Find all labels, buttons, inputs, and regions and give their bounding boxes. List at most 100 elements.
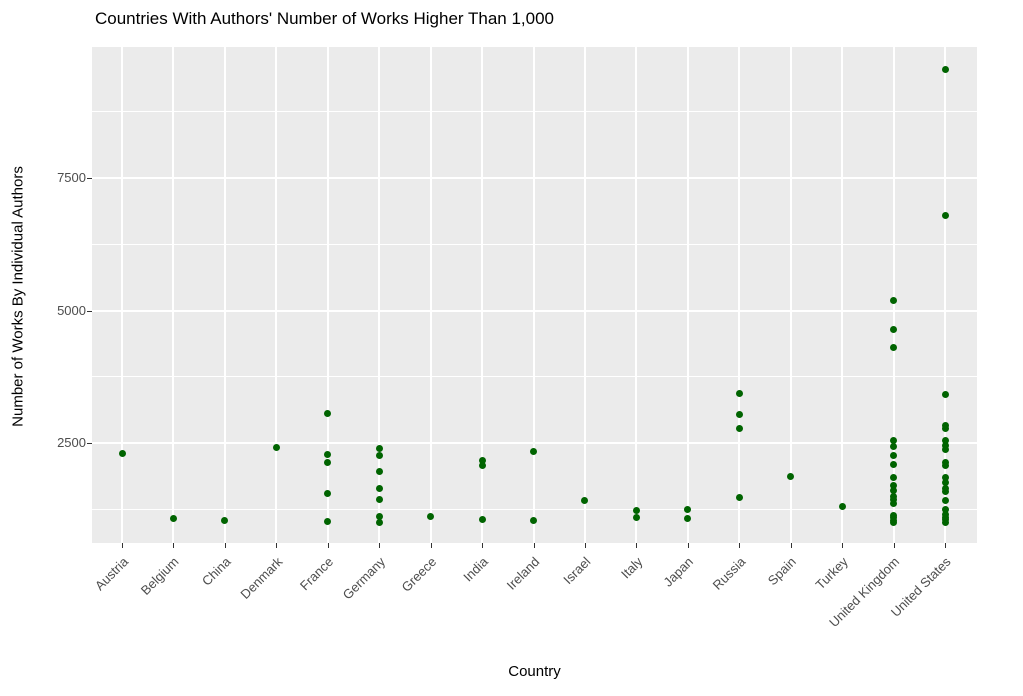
data-point	[890, 344, 898, 352]
data-point	[684, 515, 692, 523]
x-tick-label: India	[460, 554, 491, 585]
data-point	[941, 497, 949, 505]
x-tick-mark	[379, 543, 381, 548]
x-tick-mark	[276, 543, 278, 548]
vertical-gridline	[326, 47, 329, 543]
x-tick-label: Japan	[660, 554, 697, 590]
data-point	[632, 506, 640, 514]
data-point	[375, 451, 383, 459]
x-tick-label: Austria	[91, 554, 131, 594]
data-point	[941, 506, 949, 514]
vertical-gridline	[481, 47, 484, 543]
vertical-gridline	[841, 47, 844, 543]
data-point	[272, 444, 280, 452]
data-point	[941, 474, 949, 482]
data-point	[941, 65, 949, 73]
y-tick-label: 2500	[57, 435, 86, 450]
x-tick-label: Germany	[339, 554, 388, 603]
vertical-gridline	[121, 47, 123, 543]
vertical-gridline	[429, 47, 432, 543]
data-point	[324, 517, 332, 525]
data-point	[632, 514, 640, 522]
x-tick-mark	[739, 543, 741, 548]
x-tick-label: Ireland	[503, 554, 543, 593]
y-tick-label: 7500	[57, 170, 86, 185]
x-tick-label: Turkey	[812, 554, 851, 593]
data-point	[684, 505, 692, 513]
x-tick-label: Denmark	[237, 554, 285, 602]
data-point	[324, 489, 332, 497]
data-point	[530, 447, 538, 455]
vertical-gridline	[635, 47, 638, 543]
x-tick-mark	[533, 543, 535, 548]
data-point	[890, 486, 898, 494]
data-point	[324, 410, 332, 418]
data-point	[941, 479, 949, 487]
data-point	[941, 446, 949, 454]
data-point	[787, 473, 795, 481]
data-point	[890, 492, 898, 500]
data-point	[890, 461, 898, 469]
x-tick-label: China	[198, 554, 234, 589]
x-tick-mark	[636, 543, 638, 548]
x-tick-label: France	[297, 554, 337, 594]
data-point	[221, 517, 229, 525]
data-point	[941, 461, 949, 469]
data-point	[735, 390, 743, 398]
data-point	[324, 458, 332, 466]
data-point	[375, 468, 383, 476]
vertical-gridline	[378, 47, 381, 543]
data-point	[890, 437, 898, 445]
data-point	[735, 425, 743, 433]
data-point	[375, 445, 383, 453]
vertical-gridline	[686, 47, 689, 543]
y-tick-mark	[87, 178, 92, 179]
vertical-gridline	[738, 47, 741, 543]
data-point	[890, 451, 898, 459]
data-point	[838, 502, 846, 510]
data-point	[169, 515, 177, 523]
vertical-gridline	[892, 47, 895, 543]
x-tick-mark	[482, 543, 484, 548]
data-point	[941, 425, 949, 433]
x-tick-mark	[945, 543, 947, 548]
data-point	[735, 411, 743, 419]
x-tick-label: Belgium	[138, 554, 183, 598]
data-point	[890, 325, 898, 333]
x-tick-mark	[842, 543, 844, 548]
data-point	[941, 211, 949, 219]
y-tick-mark	[87, 443, 92, 444]
data-point	[118, 449, 126, 457]
x-tick-mark	[893, 543, 895, 548]
data-point	[941, 519, 949, 526]
x-tick-label: Spain	[765, 554, 800, 589]
data-point	[890, 496, 898, 504]
data-point	[478, 456, 486, 464]
y-tick-label: 5000	[57, 302, 86, 318]
x-tick-mark	[687, 543, 689, 548]
vertical-gridline	[789, 47, 792, 543]
data-point	[375, 495, 383, 503]
vertical-gridline	[583, 47, 586, 543]
data-point	[890, 473, 898, 481]
data-point	[427, 512, 435, 520]
data-point	[581, 497, 589, 505]
x-tick-label: Israel	[560, 554, 594, 588]
x-axis-title: Country	[508, 663, 561, 680]
data-point	[324, 450, 332, 458]
chart-title: Countries With Authors' Number of Works …	[95, 9, 554, 28]
vertical-gridline	[172, 47, 175, 543]
data-point	[530, 517, 538, 525]
data-point	[941, 442, 949, 450]
data-point	[478, 515, 486, 523]
x-tick-mark	[430, 543, 432, 548]
plot-panel	[92, 47, 977, 543]
data-point	[941, 484, 949, 492]
data-point	[890, 519, 898, 526]
vertical-gridline	[275, 47, 278, 543]
data-point	[941, 488, 949, 496]
data-point	[735, 493, 743, 501]
data-point	[478, 462, 486, 470]
x-tick-mark	[584, 543, 586, 548]
